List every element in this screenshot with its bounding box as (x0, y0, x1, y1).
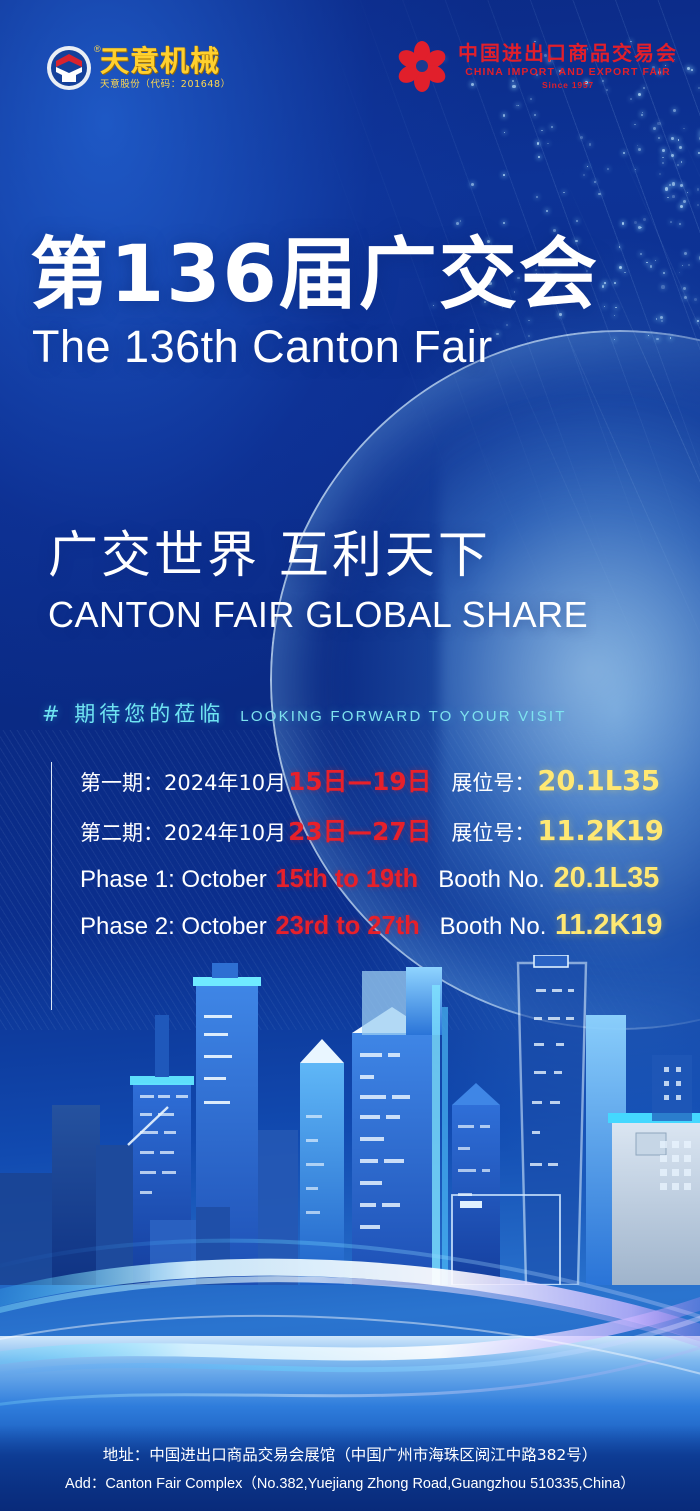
booth-label-en-2: Booth No. (439, 913, 547, 940)
slogan-cn: 广交世界 互利天下 (48, 526, 491, 584)
address-en: Add：Canton Fair Complex（No.382,Yuejiang … (65, 1476, 635, 1492)
hashtag-en: LOOKING FORWARD TO YOUR VISIT (240, 708, 567, 725)
fair-since: Since 1957 (542, 79, 594, 90)
phase-days-en-2: 23rd to 27th (275, 912, 420, 940)
company-name-cn: 天意机械 (100, 43, 221, 78)
phase-month-cn-1: 2024年10月 (164, 771, 287, 795)
booth-number-cn-1: 20.1L35 (537, 766, 661, 797)
company-logo: ® 天意机械 天意股份（代码：201648） (46, 43, 231, 91)
schedule-row-en-2: Phase 2: October 23rd to 27th Booth No. … (80, 909, 671, 942)
registered-mark: ® (94, 44, 101, 54)
phase-label-cn-2: 第二期： (80, 821, 164, 845)
company-stock-code: 天意股份（代码：201648） (100, 78, 231, 90)
phase-month-cn-2: 2024年10月 (164, 821, 287, 845)
phase-label-en-1: Phase 1: October (80, 866, 267, 893)
schedule-row-cn-2: 第二期： 2024年10月 23日—27日 展位号： 11.2K19 (80, 812, 671, 848)
hashtag-cn: # 期待您的莅临 (42, 698, 224, 728)
schedule-block: 第一期： 2024年10月 15日—19日 展位号： 20.1L35 第二期： … (51, 762, 671, 1010)
title-cn: 第136届广交会 (30, 230, 599, 320)
booth-number-cn-2: 11.2K19 (537, 816, 664, 847)
schedule-row-cn-1: 第一期： 2024年10月 15日—19日 展位号： 20.1L35 (80, 762, 671, 798)
fair-name-en: CHINA IMPORT AND EXPORT FAIR (465, 66, 671, 78)
phase-days-en-1: 15th to 19th (275, 865, 419, 893)
light-rays-secondary-icon (320, 120, 700, 760)
address-cn: 地址：中国进出口商品交易会展馆（中国广州市海珠区阅江中路382号） (102, 1446, 598, 1464)
booth-label-cn-2: 展位号： (451, 821, 536, 845)
hashtag-cn-text: 期待您的莅临 (74, 702, 225, 726)
hashtag-line: # 期待您的莅临 LOOKING FORWARD TO YOUR VISIT (42, 698, 567, 728)
tianyi-machinery-logo-icon: ® (46, 44, 101, 91)
schedule-row-en-1: Phase 1: October 15th to 19th Booth No. … (80, 862, 671, 895)
fair-name-cn: 中国进出口商品交易会 (458, 41, 678, 65)
booth-label-en-1: Booth No. (438, 866, 545, 893)
phase-days-cn-2: 23日—27日 (288, 817, 432, 846)
hash-symbol: # (42, 702, 64, 726)
phase-label-cn-1: 第一期： (80, 771, 164, 795)
canton-fair-flower-icon (396, 40, 448, 92)
title-en: The 136th Canton Fair (32, 320, 493, 372)
slogan: 广交世界 互利天下 CANTON FAIR GLOBAL SHARE (48, 528, 668, 633)
booth-number-en-1: 20.1L35 (553, 862, 660, 894)
page-title: 第136届广交会 The 136th Canton Fair (30, 230, 670, 372)
slogan-en: CANTON FAIR GLOBAL SHARE (48, 594, 589, 635)
canton-fair-logo: 中国进出口商品交易会 CHINA IMPORT AND EXPORT FAIR … (396, 40, 678, 92)
booth-number-en-2: 11.2K19 (555, 909, 663, 941)
phase-label-en-2: Phase 2: October (80, 913, 267, 940)
phase-days-cn-1: 15日—19日 (288, 767, 432, 796)
booth-label-cn-1: 展位号： (451, 771, 536, 795)
poster-footer: 地址：中国进出口商品交易会展馆（中国广州市海珠区阅江中路382号） Add：Ca… (0, 1425, 700, 1511)
poster-header: ® 天意机械 天意股份（代码：201648） (0, 0, 700, 120)
